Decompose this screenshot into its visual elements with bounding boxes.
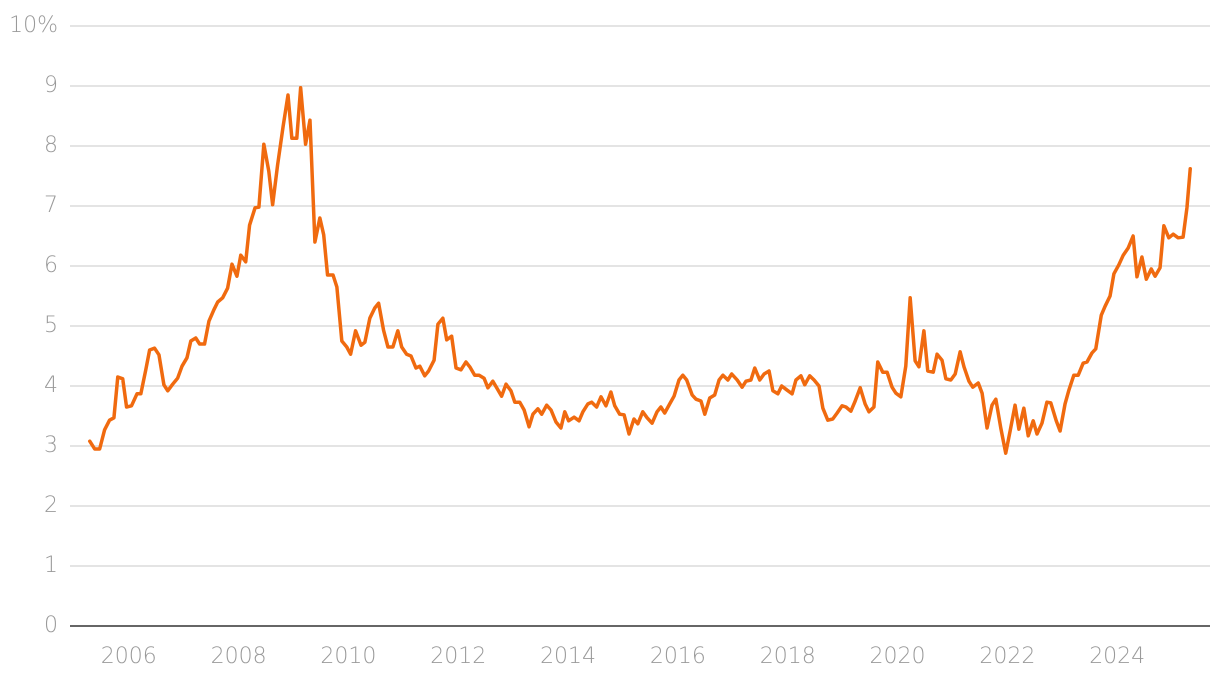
x-tick-label: 2006	[101, 644, 157, 669]
x-tick-label: 2014	[540, 644, 596, 669]
y-tick-label: 6	[44, 253, 58, 278]
y-tick-label: 7	[44, 193, 58, 218]
data-line	[88, 86, 1192, 455]
x-tick-label: 2010	[320, 644, 376, 669]
x-tick-label: 2022	[979, 644, 1035, 669]
y-tick-label: 0	[44, 613, 58, 638]
y-tick-label: 1	[44, 553, 58, 578]
x-tick-label: 2018	[760, 644, 816, 669]
y-tick-label: 4	[44, 373, 58, 398]
y-tick-label: 5	[44, 313, 58, 338]
y-tick-label: 3	[44, 433, 58, 458]
x-tick-label: 2020	[870, 644, 926, 669]
y-tick-label: 10%	[9, 13, 58, 38]
x-tick-label: 2016	[650, 644, 706, 669]
y-tick-label: 9	[44, 73, 58, 98]
y-tick-label: 2	[44, 493, 58, 518]
x-tick-label: 2012	[430, 644, 486, 669]
x-tick-label: 2008	[211, 644, 267, 669]
y-tick-label: 8	[44, 133, 58, 158]
x-tick-label: 2024	[1089, 644, 1145, 669]
